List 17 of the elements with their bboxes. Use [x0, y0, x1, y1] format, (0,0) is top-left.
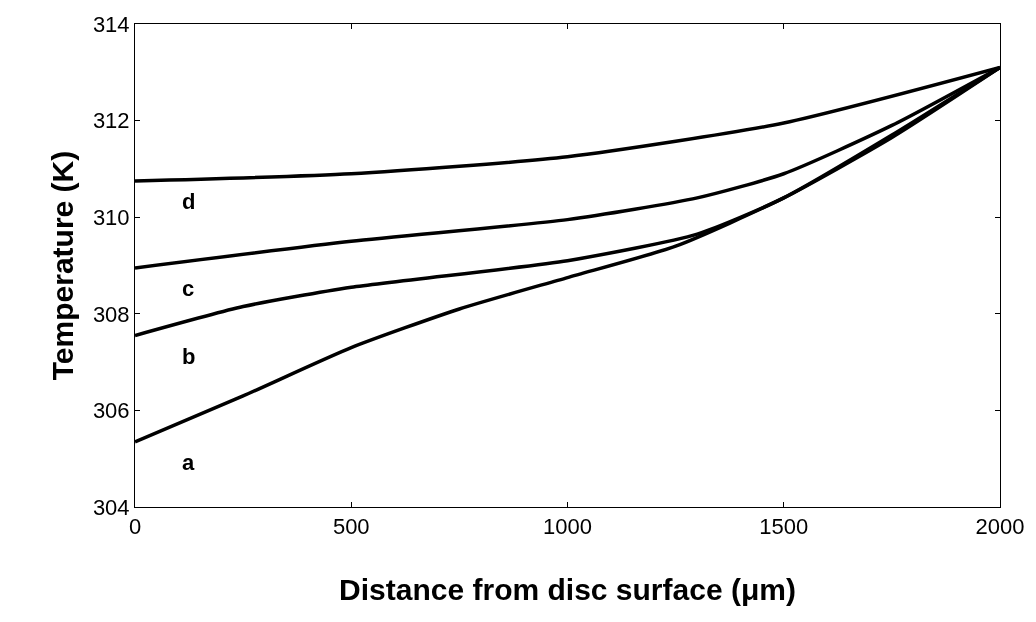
x-tick-label: 1500	[759, 514, 809, 540]
series-label: a	[182, 450, 195, 475]
y-tick-label: 304	[92, 494, 130, 520]
x-axis-title: Distance from disc surface (μm)	[339, 572, 796, 606]
x-tick-label: 500	[332, 514, 370, 540]
y-tick-label: 308	[92, 301, 130, 327]
x-tick-label: 1000	[543, 514, 592, 540]
x-tick-label: 0	[128, 514, 142, 540]
series-label: b	[182, 344, 196, 369]
y-tick-label: 310	[92, 204, 130, 230]
y-tick-label: 312	[92, 108, 130, 134]
x-tick-label: 2000	[975, 514, 1025, 540]
series-label: c	[182, 276, 195, 301]
y-tick-label: 306	[92, 398, 130, 424]
y-tick-label: 314	[92, 11, 130, 37]
series-label: d	[182, 189, 196, 214]
y-axis-title: Temperature (K)	[45, 150, 79, 381]
